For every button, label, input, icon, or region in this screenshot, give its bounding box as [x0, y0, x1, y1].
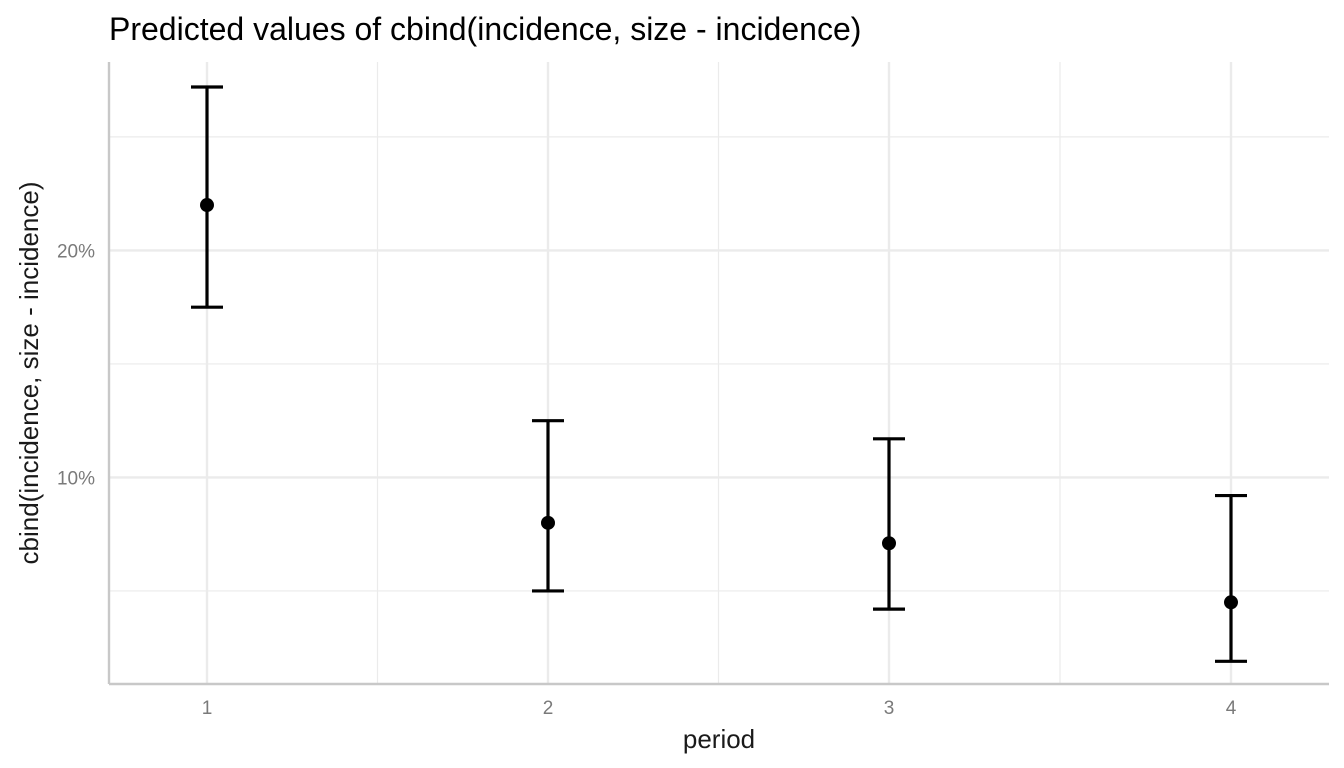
- x-axis-title: period: [683, 724, 755, 754]
- y-tick-label: 10%: [57, 468, 95, 489]
- data-marks: [191, 85, 1247, 663]
- tick-labels: 10% 20% 1 2 3 4: [57, 241, 1237, 719]
- data-point: [541, 515, 555, 530]
- y-tick-label: 20%: [57, 241, 95, 262]
- x-tick-label: 2: [543, 698, 554, 719]
- x-tick-label: 1: [202, 698, 213, 719]
- data-point: [1224, 595, 1238, 610]
- y-axis-title: cbind(incidence, size - incidence): [14, 182, 44, 565]
- grid-lines: [109, 62, 1329, 684]
- data-point: [882, 536, 896, 551]
- axis-lines: [107, 62, 1329, 686]
- x-tick-label: 3: [884, 698, 895, 719]
- x-tick-label: 4: [1226, 698, 1237, 719]
- data-point: [200, 198, 214, 213]
- chart-title: Predicted values of cbind(incidence, siz…: [109, 11, 861, 47]
